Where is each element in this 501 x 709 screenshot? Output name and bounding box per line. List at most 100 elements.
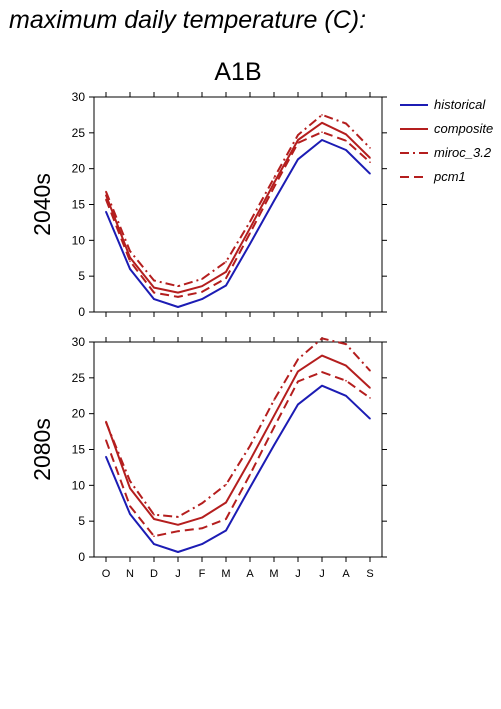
data-point-miroc_3.2 [345,122,347,125]
data-point-composite [225,501,227,504]
series-line-composite [105,121,371,294]
chart-title: A1B [214,58,261,86]
series-line-pcm1 [105,131,371,298]
x-tick-label: O [102,568,111,580]
data-point-miroc_3.2 [369,369,371,372]
data-point-miroc_3.2 [177,285,179,288]
data-point-historical [249,486,251,489]
data-point-miroc_3.2 [249,220,251,223]
data-point-composite [345,364,347,367]
series-line-composite [105,354,371,526]
data-point-miroc_3.2 [369,147,371,149]
data-point-pcm1 [177,296,179,298]
data-point-composite [129,487,131,490]
x-tick-label: S [366,568,373,580]
data-point-miroc_3.2 [129,480,131,482]
x-tick-label: J [175,568,181,580]
x-tick-label: J [319,568,325,580]
data-point-composite [249,227,251,229]
data-point-miroc_3.2 [273,399,275,401]
data-point-historical [321,384,323,387]
data-point-composite [297,139,299,141]
data-point-pcm1 [105,198,107,201]
y-tick-label: 0 [78,305,85,319]
data-point-composite [177,291,179,294]
y-tick-label: 10 [72,233,86,247]
y-tick-label: 15 [72,443,86,457]
data-point-miroc_3.2 [297,134,299,136]
data-point-composite [369,387,371,389]
data-point-historical [249,243,251,245]
panel-2080s: 0 5 10 15 20 25 30 O N D J F M A M J J A S 2080s [29,335,387,580]
data-point-historical [297,403,299,406]
y-tick-label: 20 [72,407,86,421]
y-tick-label: 30 [72,90,86,104]
data-point-historical [345,394,347,397]
data-point-miroc_3.2 [129,250,131,252]
data-point-pcm1 [177,530,179,532]
series-line-historical [105,139,371,308]
data-point-miroc_3.2 [105,190,107,193]
data-point-historical [297,158,299,161]
y-tick-label: 0 [78,550,85,564]
data-point-miroc_3.2 [153,279,155,282]
data-point-historical [273,200,275,202]
x-tick-label: M [221,568,230,580]
data-point-composite [225,271,227,273]
data-point-pcm1 [153,535,155,538]
data-point-miroc_3.2 [105,421,107,424]
data-point-composite [201,516,203,519]
series-line-miroc_3.2 [105,337,371,518]
data-point-pcm1 [345,379,347,382]
series-line-pcm1 [105,371,371,538]
legend-label: pcm1 [433,169,466,184]
data-point-miroc_3.2 [201,278,203,280]
data-point-pcm1 [201,291,203,293]
data-point-composite [273,182,275,184]
data-point-historical [153,543,155,545]
data-point-composite [321,354,323,357]
data-point-pcm1 [273,426,275,429]
data-point-historical [153,298,155,300]
plot-frame [93,341,383,558]
data-point-pcm1 [225,518,227,520]
data-point-historical [177,551,179,553]
data-point-miroc_3.2 [177,516,179,518]
data-point-pcm1 [273,186,275,189]
legend-label: historical [434,97,486,112]
y-tick-label: 20 [72,162,86,176]
data-point-historical [201,543,203,545]
series-line-historical [105,384,371,553]
data-point-historical [369,172,371,175]
data-point-pcm1 [297,142,299,144]
x-tick-label: D [150,568,158,580]
legend-label: composite [434,121,493,136]
data-point-miroc_3.2 [201,502,203,505]
x-tick-label: F [199,568,206,580]
data-point-miroc_3.2 [249,445,251,447]
x-tick-label: A [342,568,350,580]
data-point-pcm1 [105,439,107,441]
page-title: maximum daily temperature (C): [9,6,367,34]
data-point-pcm1 [369,397,371,399]
data-point-pcm1 [249,473,251,476]
y-tick-label: 30 [72,335,86,349]
data-point-historical [105,455,107,458]
data-point-miroc_3.2 [225,483,227,486]
data-point-miroc_3.2 [225,261,227,263]
y-tick-label: 10 [72,478,86,492]
data-point-composite [153,286,155,289]
y-tick-label: 5 [78,269,85,283]
data-point-historical [225,284,227,287]
data-point-historical [177,306,179,308]
data-point-composite [153,518,155,520]
data-point-historical [201,298,203,300]
data-point-miroc_3.2 [345,343,347,345]
data-point-miroc_3.2 [273,177,275,179]
data-point-pcm1 [369,161,371,164]
panel-ylabel: 2080s [29,418,55,481]
data-point-historical [105,210,107,213]
data-point-composite [345,133,347,136]
plot-frame [93,96,383,313]
